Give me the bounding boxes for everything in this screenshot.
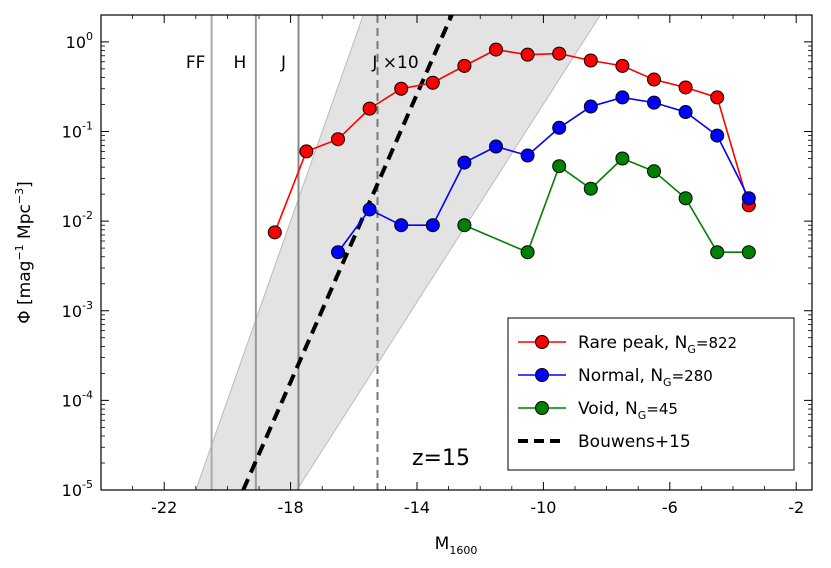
y-axis-title-text: Φ [mag−1 Mpc−3] (13, 181, 35, 323)
uncertainty-band (195, 15, 601, 490)
x-tick-label: -14 (404, 498, 430, 517)
data-point-rare-peak-2 (331, 132, 345, 147)
data-point-rare-peak-12 (647, 72, 661, 87)
series-line-rare-peak (274, 48, 750, 233)
legend-marker-rare-peak (535, 335, 549, 349)
data-point-void-7 (710, 245, 725, 260)
legend-box (507, 317, 795, 471)
data-point-normal-6 (520, 148, 535, 163)
y-tick-label: 10-5 (62, 478, 93, 500)
legend-label-normal: Normal, NG=280 (578, 366, 713, 389)
data-point-rare-peak-0 (267, 225, 282, 240)
data-point-rare-peak-9 (552, 46, 567, 61)
detection-limit-labels: FF H J J ×10 (186, 53, 419, 73)
legend-entry-void: Void, NG=45 (518, 399, 678, 422)
data-point-rare-peak-10 (583, 53, 598, 68)
data-point-rare-peak-11 (615, 58, 630, 73)
data-point-normal-5 (489, 139, 503, 154)
plot-area (195, 15, 756, 490)
redshift-annotation: z=15 (412, 446, 470, 471)
y-tick-label: 100 (66, 30, 93, 52)
series-normal (331, 90, 756, 260)
legend-label-void: Void, NG=45 (578, 399, 678, 422)
data-point-void-0 (457, 218, 472, 233)
data-point-void-4 (615, 151, 630, 166)
data-point-normal-3 (425, 218, 440, 233)
x-axis-title-text: M1600 (435, 534, 478, 557)
vline-label-j: J (280, 53, 286, 73)
data-point-rare-peak-4 (394, 81, 409, 96)
series-rare-peak (267, 42, 756, 240)
data-point-normal-0 (331, 245, 345, 260)
data-point-normal-11 (678, 105, 693, 120)
data-point-normal-4 (457, 155, 472, 170)
x-tick-label: -6 (662, 498, 678, 517)
data-point-void-6 (678, 191, 693, 206)
data-point-rare-peak-8 (520, 47, 535, 62)
data-point-rare-peak-5 (425, 75, 440, 90)
data-point-void-8 (741, 245, 756, 260)
x-axis-title: M1600 (435, 534, 478, 557)
data-point-normal-7 (552, 120, 567, 135)
data-point-normal-9 (615, 90, 630, 105)
data-point-rare-peak-7 (489, 42, 503, 57)
data-point-normal-10 (647, 95, 661, 110)
data-point-void-2 (552, 159, 567, 174)
vline-label-ff: FF (186, 53, 206, 73)
x-tick-label: -22 (151, 498, 177, 517)
y-axis-title: Φ [mag−1 Mpc−3] (13, 181, 35, 323)
data-point-rare-peak-3 (362, 101, 377, 116)
series-void (457, 151, 756, 260)
data-point-normal-12 (710, 128, 725, 143)
x-tick-label: -10 (530, 498, 556, 517)
data-point-normal-2 (394, 218, 409, 233)
data-point-normal-13 (741, 191, 756, 206)
legend-entry-rare-peak: Rare peak, NG=822 (518, 333, 737, 356)
legend: Rare peak, NG=822 Normal, NG=280 Void, NG=… (507, 317, 795, 471)
bouwens-fit-line (241, 15, 454, 490)
data-point-rare-peak-1 (299, 144, 314, 159)
data-point-rare-peak-13 (678, 80, 693, 95)
axes-frame (100, 14, 813, 491)
y-tick-label: 10-3 (62, 299, 93, 321)
x-tick-label: -18 (278, 498, 304, 517)
legend-label-bouwens: Bouwens+15 (578, 432, 691, 452)
data-point-void-1 (520, 245, 535, 260)
data-point-void-3 (583, 181, 598, 196)
data-point-normal-8 (583, 99, 598, 114)
legend-marker-void (535, 401, 549, 415)
x-tick-label: -2 (788, 498, 804, 517)
detection-limit-lines (210, 15, 379, 490)
legend-entry-bouwens: Bouwens+15 (518, 432, 691, 452)
vline-label-h: H (233, 53, 246, 73)
axis-ticks: -22 -18 -14 -10 -6 -2 10-5 10-4 10-3 10-2 10-1 100 (62, 15, 812, 517)
data-point-void-5 (647, 164, 661, 179)
y-tick-label: 10-4 (62, 388, 93, 410)
legend-entry-normal: Normal, NG=280 (518, 366, 713, 389)
legend-marker-normal (535, 368, 549, 382)
y-tick-label: 10-2 (62, 209, 93, 231)
y-tick-label: 10-1 (62, 120, 93, 142)
data-point-rare-peak-14 (710, 90, 725, 105)
legend-label-rare-peak: Rare peak, NG=822 (578, 333, 737, 356)
vline-label-j10: J ×10 (371, 53, 418, 73)
data-series (267, 42, 756, 260)
data-point-rare-peak-6 (457, 58, 472, 73)
data-point-normal-1 (362, 202, 377, 217)
